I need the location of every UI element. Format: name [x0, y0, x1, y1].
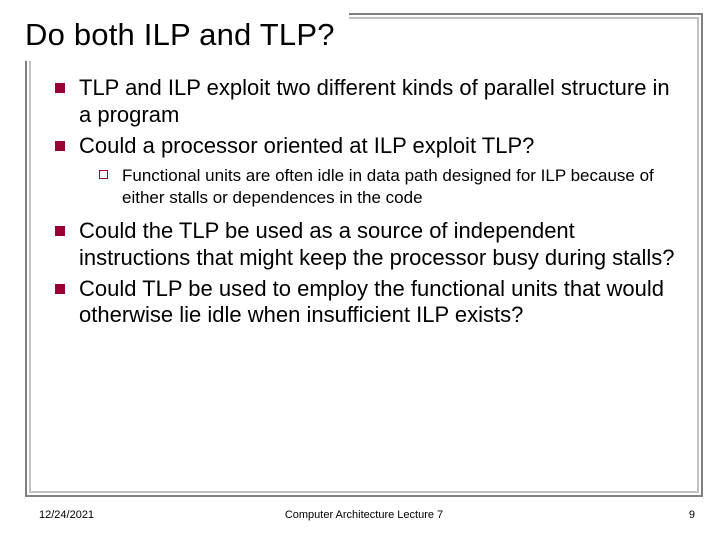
title-container: Do both ILP and TLP? [21, 13, 349, 61]
list-item: Could the TLP be used as a source of ind… [55, 218, 679, 272]
sub-bullet-text: Functional units are often idle in data … [122, 165, 679, 208]
hollow-square-bullet-icon [99, 170, 108, 179]
sub-list-item: Functional units are often idle in data … [99, 165, 679, 208]
slide-body: TLP and ILP exploit two different kinds … [55, 75, 679, 333]
list-item: Could TLP be used to employ the function… [55, 276, 679, 330]
footer-title: Computer Architecture Lecture 7 [25, 509, 703, 521]
content-border: Do both ILP and TLP? TLP and ILP exploit… [25, 13, 703, 497]
bullet-text: Could TLP be used to employ the function… [79, 276, 679, 330]
slide-title: Do both ILP and TLP? [25, 17, 335, 53]
bullet-text: Could a processor oriented at ILP exploi… [79, 133, 534, 160]
slide-footer: 12/24/2021 Computer Architecture Lecture… [25, 503, 703, 523]
slide-frame: Do both ILP and TLP? TLP and ILP exploit… [7, 7, 713, 533]
footer-page-number: 9 [689, 509, 695, 521]
list-item: Could a processor oriented at ILP exploi… [55, 133, 679, 160]
square-bullet-icon [55, 284, 65, 294]
list-item: TLP and ILP exploit two different kinds … [55, 75, 679, 129]
bullet-text: TLP and ILP exploit two different kinds … [79, 75, 679, 129]
square-bullet-icon [55, 141, 65, 151]
square-bullet-icon [55, 83, 65, 93]
square-bullet-icon [55, 226, 65, 236]
bullet-text: Could the TLP be used as a source of ind… [79, 218, 679, 272]
